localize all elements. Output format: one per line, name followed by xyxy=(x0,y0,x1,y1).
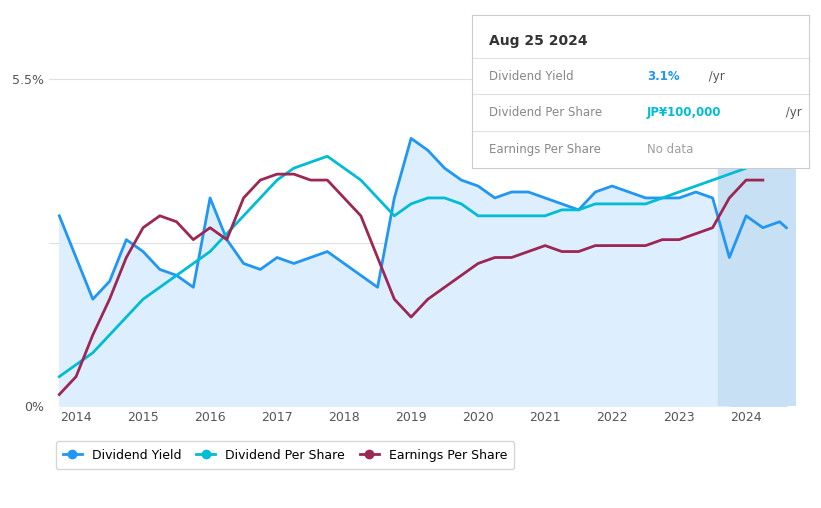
Text: /yr: /yr xyxy=(782,106,801,119)
Text: No data: No data xyxy=(647,143,694,156)
Legend: Dividend Yield, Dividend Per Share, Earnings Per Share: Dividend Yield, Dividend Per Share, Earn… xyxy=(56,441,515,469)
Text: Aug 25 2024: Aug 25 2024 xyxy=(489,34,588,48)
Text: Dividend Per Share: Dividend Per Share xyxy=(489,106,602,119)
Text: Earnings Per Share: Earnings Per Share xyxy=(489,143,601,156)
Text: 3.1%: 3.1% xyxy=(647,70,680,83)
Text: Dividend Yield: Dividend Yield xyxy=(489,70,574,83)
Bar xyxy=(718,61,796,406)
Text: JP¥100,000: JP¥100,000 xyxy=(647,106,722,119)
Text: Past: Past xyxy=(722,92,747,105)
Text: /yr: /yr xyxy=(705,70,725,83)
